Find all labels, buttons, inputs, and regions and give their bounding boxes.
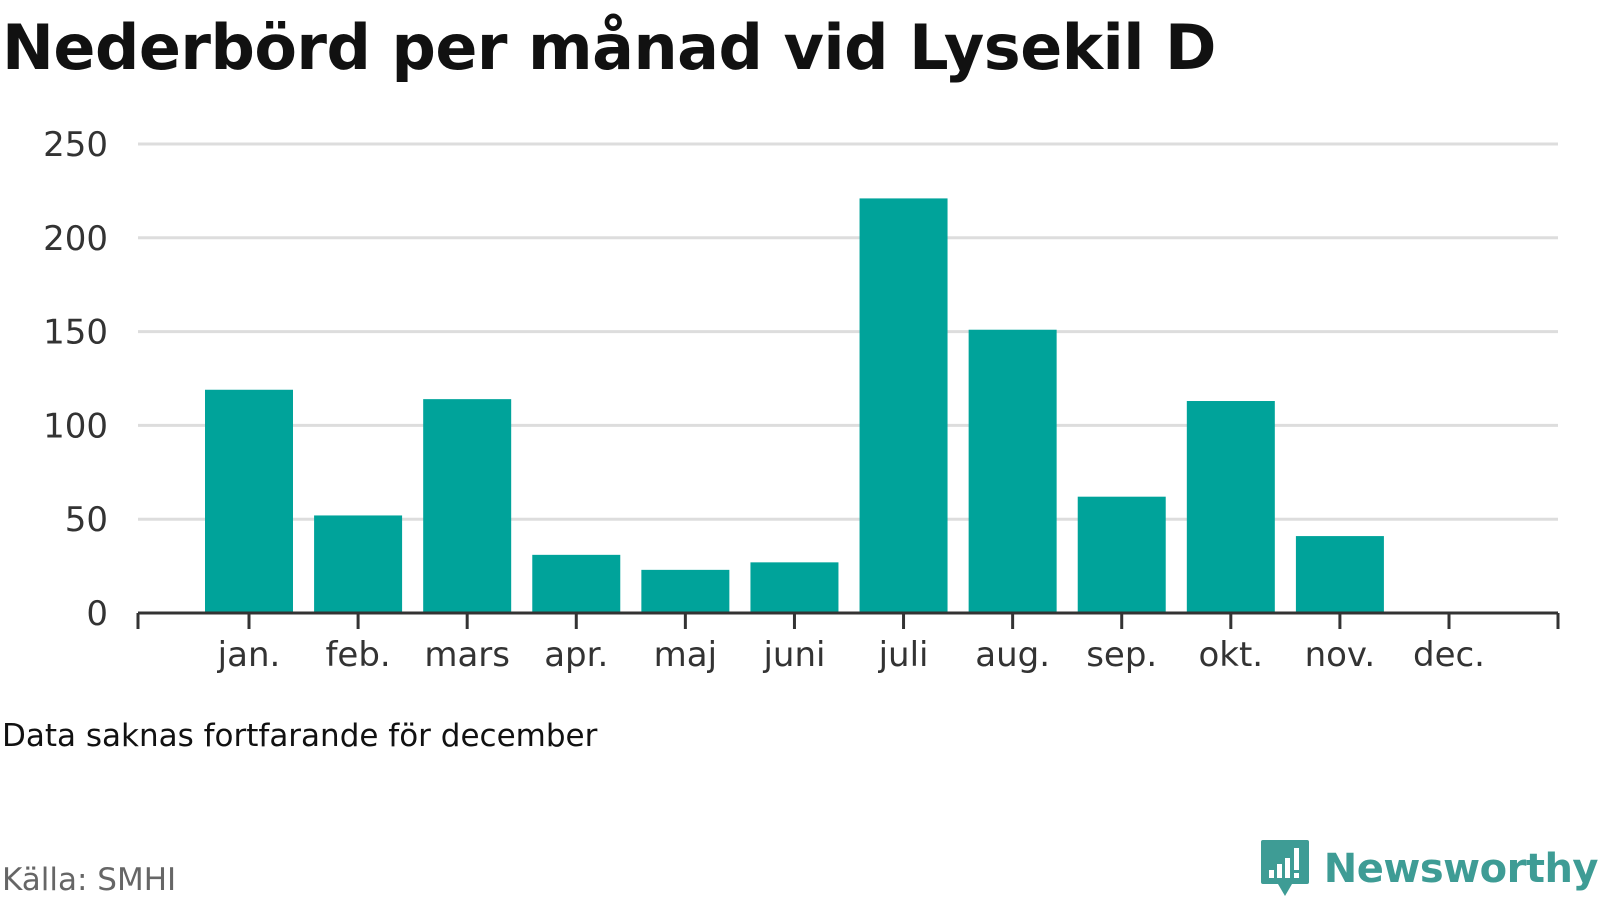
x-tick-label: juni: [762, 635, 825, 675]
y-axis-labels: 0 50 100 150 200 250: [43, 125, 108, 634]
bar-juni: [750, 562, 839, 613]
gridlines: [138, 142, 1558, 521]
y-tick-label: 250: [43, 125, 108, 165]
bar-chart-speech-bubble-icon: [1260, 840, 1309, 896]
y-tick-label: 200: [43, 219, 108, 259]
source-credit: Källa: SMHI: [2, 862, 177, 898]
bar-okt: [1186, 401, 1275, 613]
y-tick-label: 0: [86, 594, 108, 634]
x-tick-label: dec.: [1413, 635, 1485, 675]
x-tick-label: maj: [654, 635, 717, 675]
bars: [205, 198, 1384, 613]
x-tick-label: apr.: [544, 635, 608, 675]
bar-apr: [532, 554, 621, 613]
bar-feb: [314, 515, 403, 613]
x-tick-label: aug.: [975, 635, 1050, 675]
x-tick-label: jan.: [217, 635, 281, 675]
y-tick-label: 100: [43, 406, 108, 446]
bar-juli: [859, 198, 948, 613]
x-tick-label: mars: [424, 635, 510, 675]
bar-mars: [423, 399, 512, 613]
y-tick-label: 150: [43, 313, 108, 353]
bar-aug: [968, 329, 1057, 613]
bar-jan: [205, 389, 293, 613]
x-tick-label: feb.: [325, 635, 390, 675]
x-tick-label: juli: [878, 635, 929, 675]
brand-name: Newsworthy: [1323, 846, 1599, 892]
y-tick-label: 50: [65, 500, 108, 540]
x-tick-label: nov.: [1305, 635, 1376, 675]
bar-sep: [1077, 496, 1166, 613]
footnote: Data saknas fortfarande för december: [2, 718, 598, 754]
bar-maj: [641, 569, 730, 613]
brand: Newsworthy: [1260, 838, 1599, 900]
x-tick-label: sep.: [1086, 635, 1157, 675]
x-axis-labels: jan. feb. mars apr. maj juni juli aug. sep. okt. n…: [217, 635, 1485, 675]
x-tick-label: okt.: [1198, 635, 1263, 675]
x-axis: [136, 611, 1560, 629]
chart-title: Nederbörd per månad vid Lysekil D: [2, 11, 1217, 84]
bar-nov: [1295, 536, 1384, 613]
